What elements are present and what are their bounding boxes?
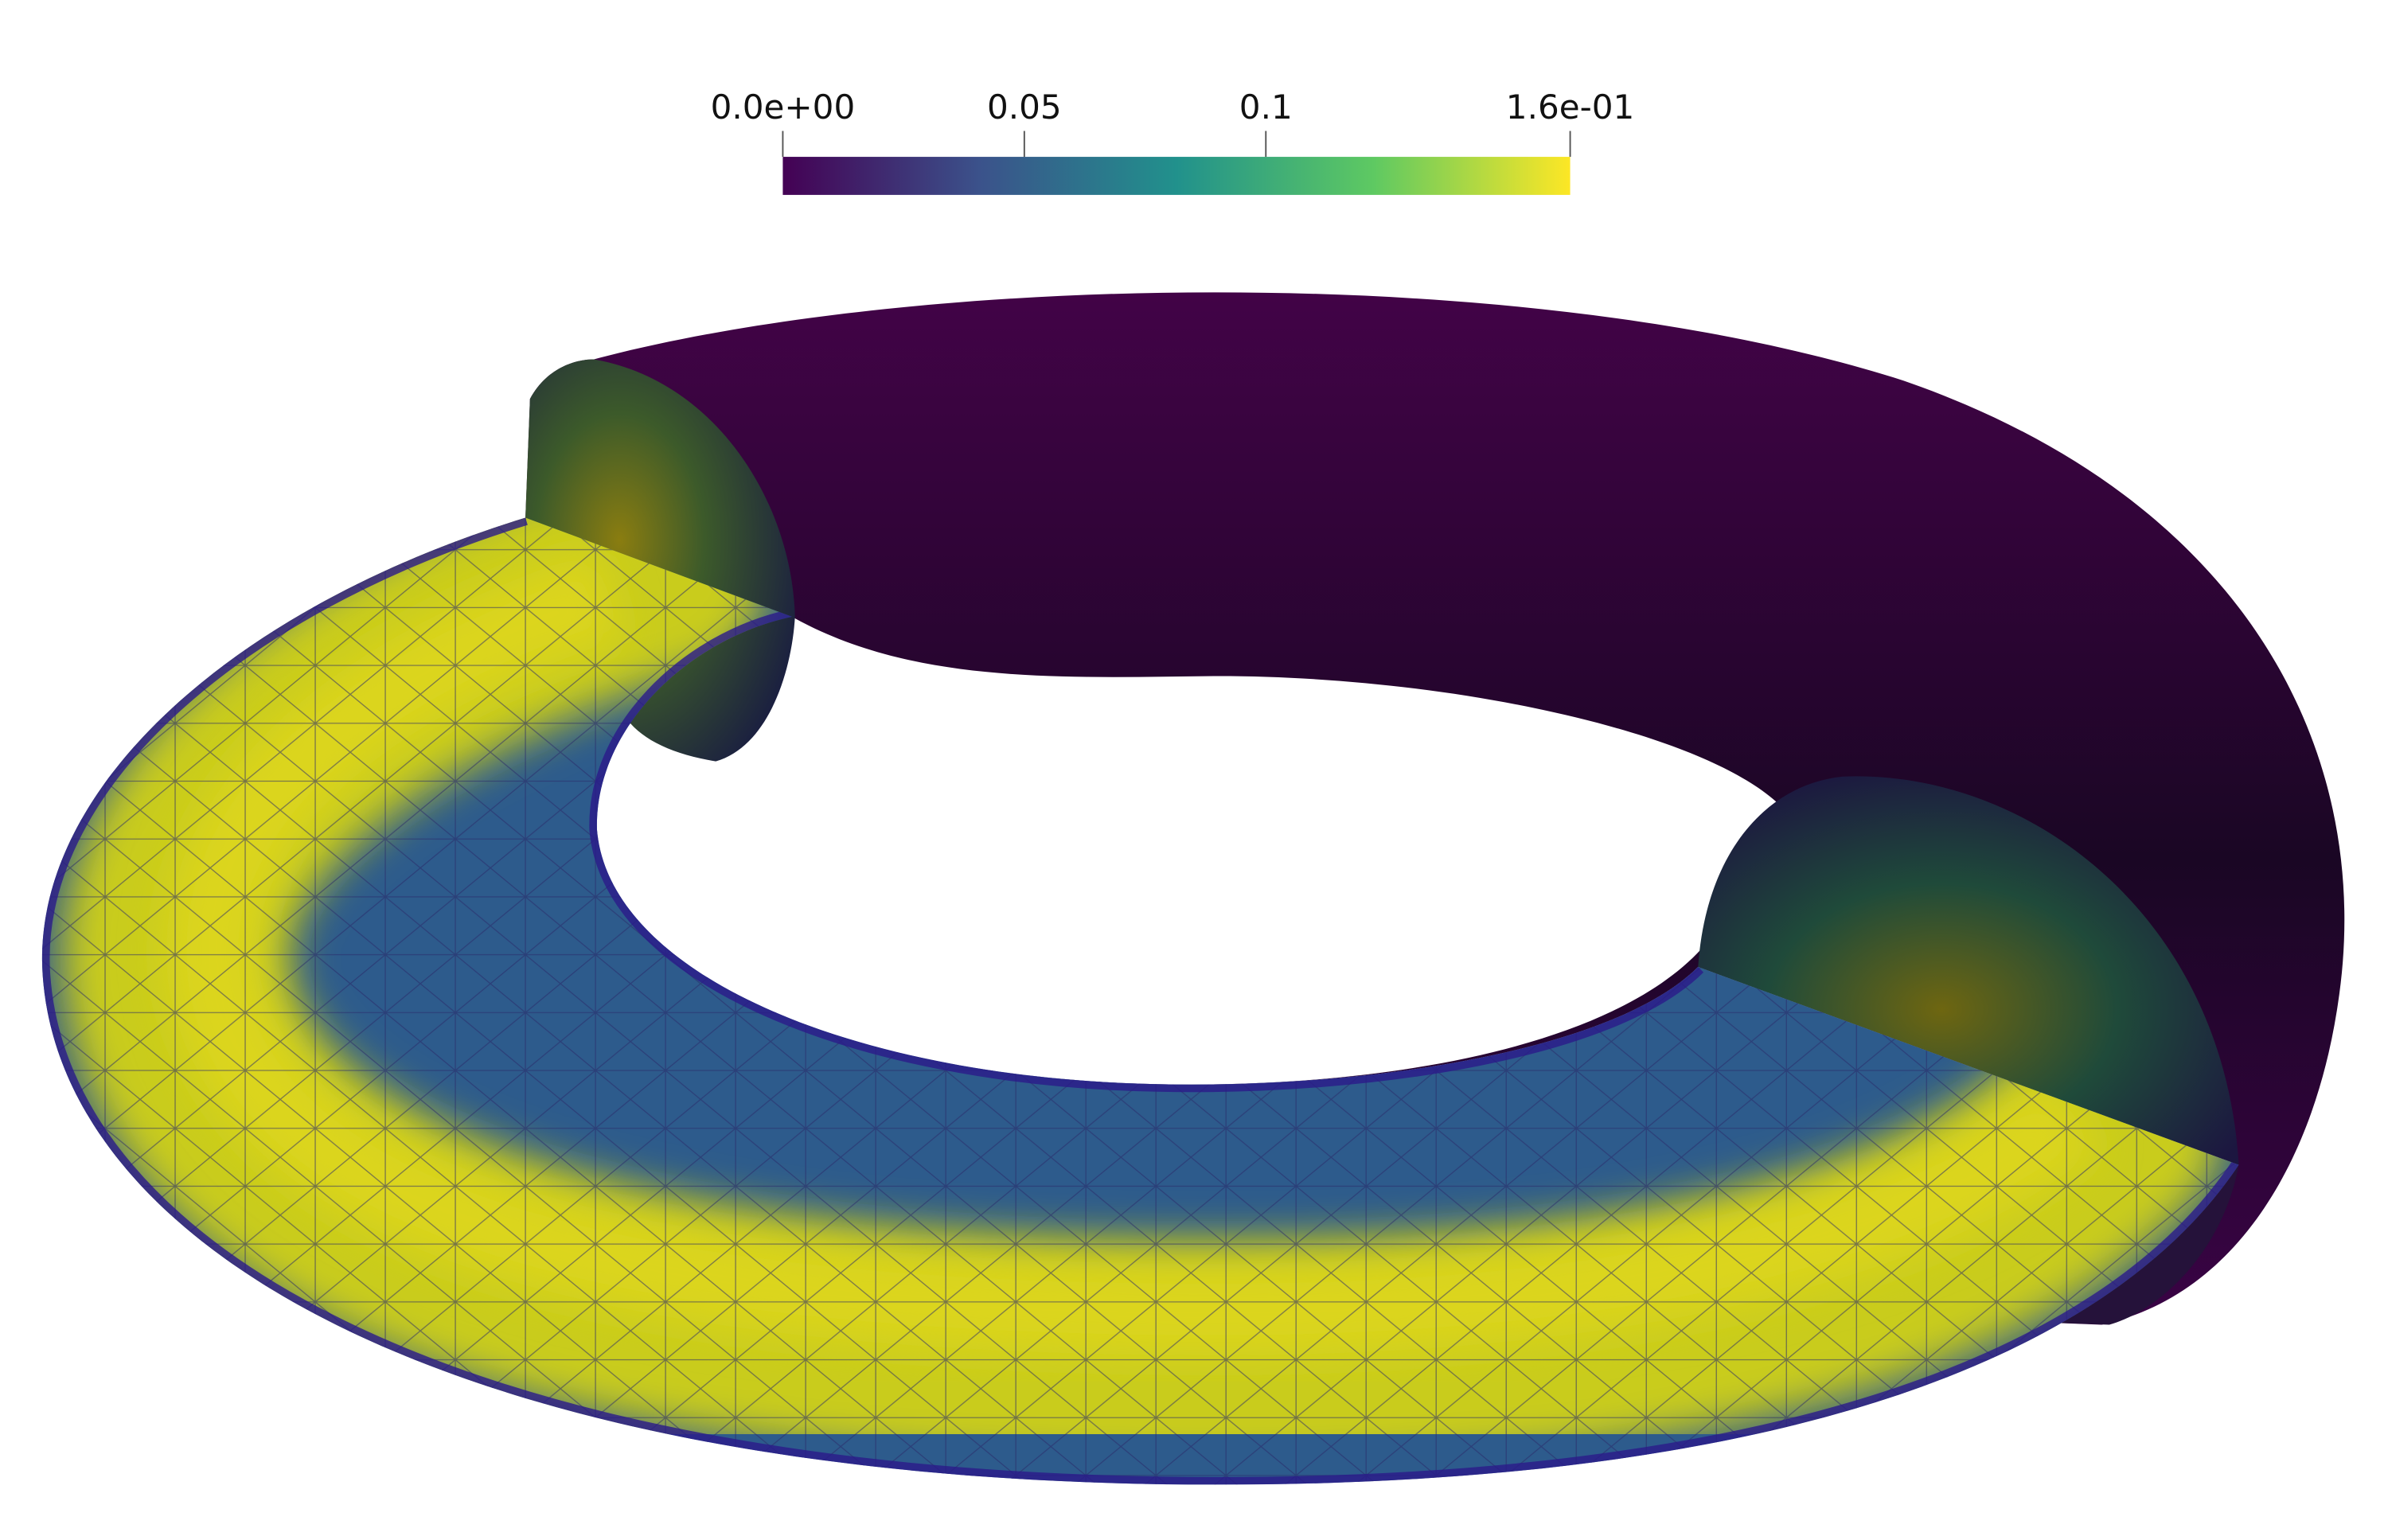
cross-section-left [525,359,795,762]
colorbar: 0.0e+00 0.05 0.1 1.6e-01 [711,88,1635,195]
colorbar-gradient [782,157,1571,195]
colorbar-tick-label: 0.05 [987,88,1062,127]
colorbar-tick-label: 0.1 [1239,88,1293,127]
colorbar-tick-label: 0.0e+00 [711,88,856,127]
colorbar-tick-label: 1.6e-01 [1506,88,1635,127]
inner-hole-back [601,616,1782,1085]
torus [41,292,2345,1485]
cross-section-right [1698,776,2239,1165]
